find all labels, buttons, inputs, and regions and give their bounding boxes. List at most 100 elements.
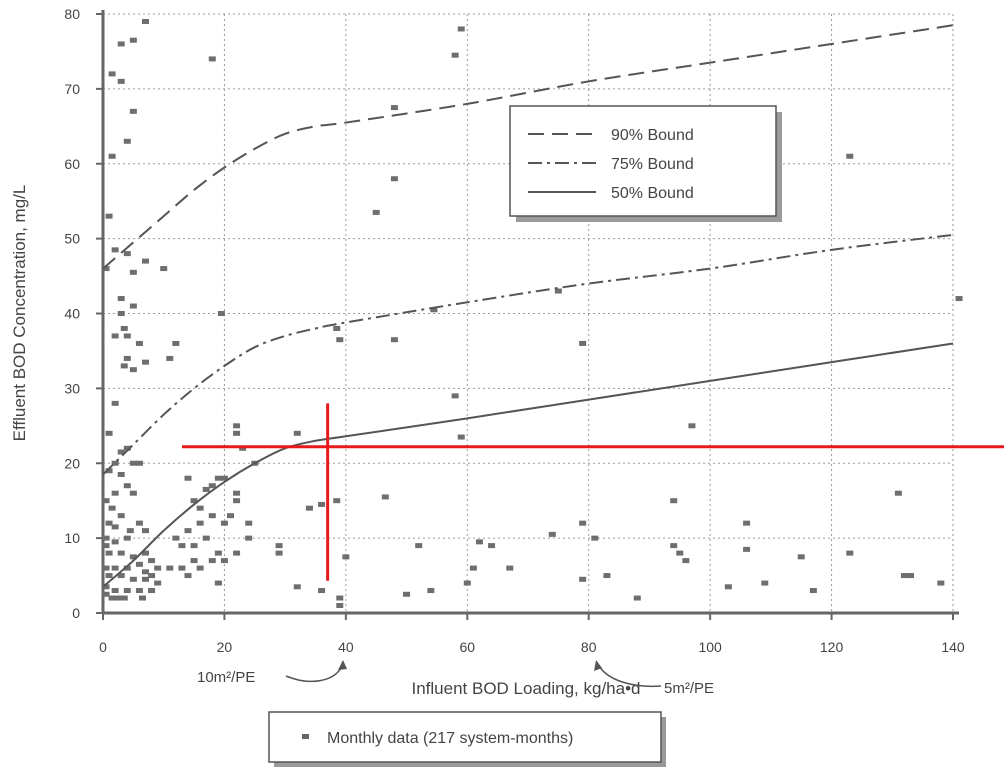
- data-point-158: [688, 423, 696, 429]
- data-point-59: [102, 565, 110, 571]
- x-tick-label-2: 40: [338, 639, 354, 655]
- data-point-18: [117, 311, 125, 316]
- data-point-151: [591, 535, 599, 541]
- data-point-143: [475, 539, 483, 545]
- data-point-122: [333, 325, 341, 331]
- data-point-100: [208, 558, 216, 564]
- data-point-104: [245, 535, 253, 541]
- data-point-27: [142, 359, 149, 365]
- data-point-60: [111, 565, 119, 571]
- data-point-8: [208, 56, 216, 62]
- data-point-128: [372, 209, 380, 215]
- data-point-26: [129, 367, 137, 373]
- data-point-31: [105, 430, 113, 436]
- data-point-75: [135, 588, 143, 594]
- bound-curve-1: [102, 233, 954, 476]
- data-point-21: [123, 333, 131, 339]
- data-point-64: [154, 565, 162, 571]
- data-point-82: [184, 475, 192, 481]
- data-point-16: [117, 296, 125, 302]
- data-point-15: [102, 266, 110, 272]
- data-point-145: [506, 565, 514, 571]
- data-point-76: [148, 588, 156, 594]
- data-point-50: [102, 535, 110, 541]
- data-point-124: [333, 498, 341, 504]
- data-point-30: [111, 400, 119, 406]
- annotation-5m2-arrowhead: [594, 660, 602, 671]
- data-point-68: [129, 576, 137, 582]
- data-point-161: [743, 546, 751, 552]
- data-point-108: [190, 558, 198, 564]
- data-point-105: [233, 550, 241, 556]
- x-tick-label-1: 20: [217, 639, 233, 655]
- data-point-40: [129, 490, 137, 496]
- data-point-67: [117, 573, 125, 579]
- data-point-126: [336, 603, 344, 609]
- bound-curve-2: [102, 342, 954, 588]
- data-point-140: [457, 434, 465, 440]
- data-point-70: [148, 573, 156, 579]
- data-point-23: [172, 340, 180, 346]
- red-highlight-lines: [182, 403, 1004, 581]
- data-point-10: [111, 247, 119, 253]
- data-point-43: [108, 505, 116, 511]
- data-point-20: [111, 333, 119, 339]
- data-point-168: [900, 573, 908, 579]
- data-point-93: [172, 535, 180, 541]
- data-point-69: [142, 576, 149, 582]
- annotation-10m2: 10m²/PE: [197, 660, 347, 686]
- x-tick-label-4: 80: [581, 639, 597, 655]
- annotation-10m2-arrow: [285, 663, 344, 683]
- data-point-44: [117, 513, 125, 519]
- data-point-119: [305, 505, 313, 511]
- data-point-152: [603, 573, 611, 579]
- data-point-129: [381, 494, 389, 500]
- data-point-91: [196, 520, 204, 526]
- data-point-42: [102, 498, 110, 504]
- y-tick-label-1: 10: [64, 530, 80, 546]
- data-point-5: [129, 108, 137, 114]
- data-point-3: [142, 18, 149, 24]
- data-point-109: [196, 565, 204, 571]
- legend-label-90: 90% Bound: [611, 127, 694, 144]
- data-point-142: [469, 565, 477, 571]
- data-point-99: [233, 498, 241, 504]
- data-point-63: [142, 569, 149, 575]
- data-point-66: [105, 573, 113, 579]
- data-point-77: [102, 591, 110, 597]
- data-point-148: [579, 340, 587, 346]
- marker-legend-label: Monthly data (217 system-months): [327, 730, 573, 747]
- data-point-167: [894, 490, 902, 496]
- data-point-72: [102, 584, 110, 590]
- data-point-112: [233, 430, 241, 436]
- data-point-153: [633, 595, 641, 601]
- marker-legend-box: [268, 711, 662, 763]
- data-point-130: [390, 105, 398, 111]
- data-point-117: [293, 430, 301, 436]
- data-point-146: [548, 531, 556, 537]
- data-point-159: [724, 584, 732, 590]
- data-point-147: [554, 288, 562, 294]
- data-point-111: [233, 423, 241, 429]
- data-point-134: [415, 543, 423, 549]
- data-point-13: [142, 258, 149, 264]
- data-point-118: [293, 584, 301, 590]
- y-tick-label-4: 40: [64, 306, 80, 322]
- data-point-57: [142, 550, 149, 556]
- y-tick-label-3: 30: [64, 380, 80, 396]
- legend-label-75: 75% Bound: [611, 156, 694, 173]
- y-tick-label-7: 70: [64, 81, 80, 97]
- data-point-97: [214, 550, 222, 556]
- data-point-137: [451, 393, 459, 399]
- data-point-81: [138, 595, 146, 601]
- data-point-65: [166, 565, 174, 571]
- x-axis-title: Influent BOD Loading, kg/ha•d: [412, 679, 641, 698]
- annotation-5m2-label: 5m²/PE: [664, 680, 714, 697]
- axes: [96, 10, 959, 620]
- data-point-51: [111, 539, 119, 545]
- data-point-171: [955, 296, 963, 302]
- data-point-37: [105, 468, 113, 474]
- data-point-149: [579, 520, 587, 526]
- data-point-138: [451, 52, 459, 58]
- bound-curves: [102, 24, 954, 588]
